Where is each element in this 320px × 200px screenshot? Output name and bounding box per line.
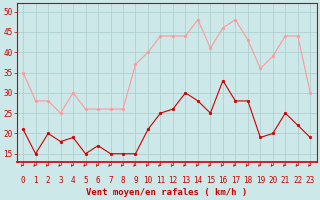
X-axis label: Vent moyen/en rafales ( km/h ): Vent moyen/en rafales ( km/h )	[86, 188, 247, 197]
